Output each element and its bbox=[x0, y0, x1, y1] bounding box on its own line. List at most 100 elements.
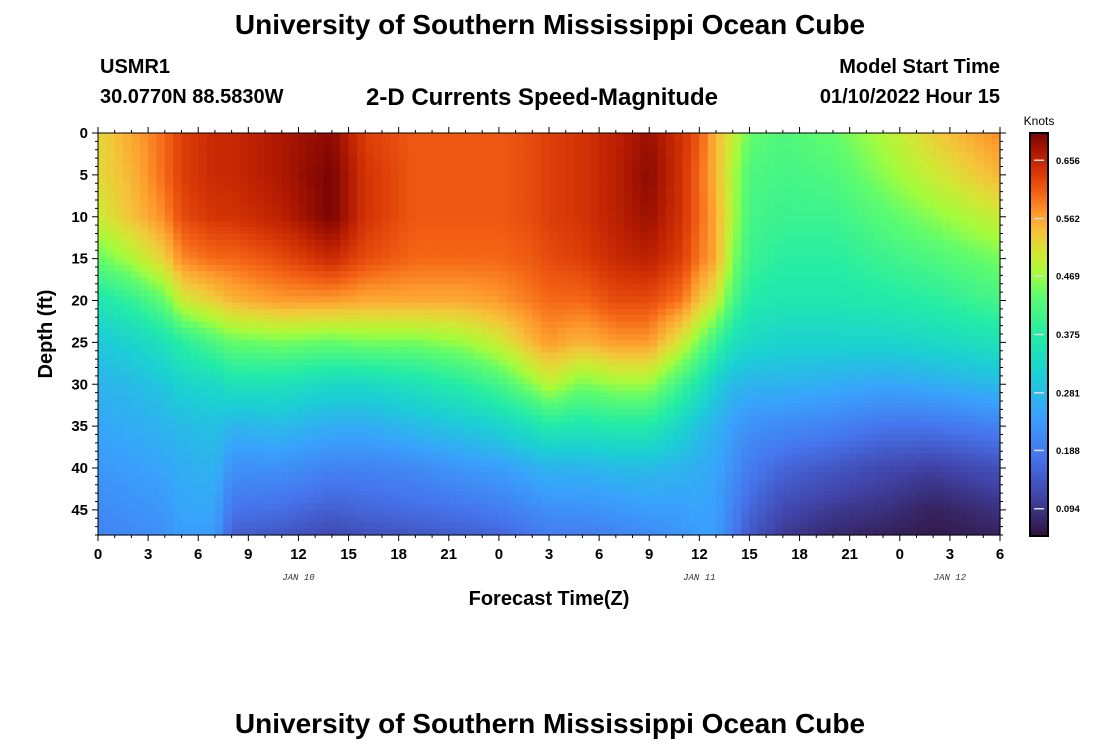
heatmap-cell bbox=[440, 176, 450, 184]
heatmap-cell bbox=[682, 133, 692, 140]
heatmap-cell bbox=[615, 296, 625, 304]
heatmap-cell bbox=[106, 202, 116, 209]
heatmap-cell bbox=[181, 252, 191, 260]
heatmap-cell bbox=[549, 346, 558, 354]
heatmap-cell bbox=[173, 384, 183, 392]
heatmap-cell bbox=[632, 346, 642, 354]
heatmap-cell bbox=[473, 528, 483, 536]
heatmap-cell bbox=[490, 359, 500, 367]
heatmap-cell bbox=[557, 145, 567, 153]
heatmap-cell bbox=[265, 258, 274, 266]
heatmap-cell bbox=[657, 447, 667, 454]
heatmap-cell bbox=[590, 359, 600, 367]
heatmap-cell bbox=[657, 434, 667, 442]
heatmap-cell bbox=[156, 283, 166, 291]
heatmap-cell bbox=[331, 365, 341, 373]
heatmap-cell bbox=[540, 327, 550, 335]
heatmap-cell bbox=[298, 346, 308, 354]
heatmap-cell bbox=[432, 377, 442, 385]
heatmap-cell bbox=[741, 290, 751, 297]
heatmap-cell bbox=[323, 390, 333, 398]
heatmap-cell bbox=[381, 239, 391, 247]
heatmap-cell bbox=[440, 321, 450, 329]
heatmap-cell bbox=[398, 183, 408, 191]
heatmap-cell bbox=[189, 315, 199, 323]
heatmap-cell bbox=[640, 246, 650, 253]
heatmap-cell bbox=[615, 208, 625, 216]
heatmap-cell bbox=[340, 403, 350, 410]
heatmap-cell bbox=[114, 271, 124, 279]
heatmap-cell bbox=[281, 371, 291, 379]
heatmap-cell bbox=[198, 176, 208, 184]
heatmap-cell bbox=[457, 421, 467, 429]
heatmap-cell bbox=[239, 151, 249, 159]
heatmap-cell bbox=[699, 491, 709, 498]
heatmap-cell bbox=[139, 227, 149, 235]
heatmap-cell bbox=[231, 170, 241, 178]
heatmap-cell bbox=[565, 252, 575, 260]
heatmap-cell bbox=[298, 340, 308, 348]
heatmap-cell bbox=[306, 195, 316, 203]
heatmap-cell bbox=[707, 352, 717, 360]
heatmap-cell bbox=[189, 359, 199, 367]
heatmap-cell bbox=[373, 139, 383, 147]
heatmap-cell bbox=[407, 271, 416, 279]
heatmap-cell bbox=[716, 503, 725, 511]
heatmap-cell bbox=[699, 158, 709, 166]
heatmap-cell bbox=[398, 340, 408, 348]
heatmap-cell bbox=[106, 415, 116, 423]
heatmap-cell bbox=[290, 271, 300, 279]
heatmap-cell bbox=[381, 409, 391, 417]
heatmap-cell bbox=[632, 447, 642, 454]
heatmap-cell bbox=[181, 434, 191, 442]
heatmap-cell bbox=[690, 371, 700, 379]
heatmap-cell bbox=[148, 302, 158, 310]
heatmap-cell bbox=[482, 290, 492, 297]
heatmap-cell bbox=[173, 390, 183, 398]
heatmap-cell bbox=[139, 283, 149, 291]
heatmap-cell bbox=[523, 447, 533, 454]
heatmap-cell bbox=[532, 302, 542, 310]
heatmap-cell bbox=[148, 472, 158, 480]
heatmap-cell bbox=[674, 321, 684, 329]
heatmap-cell bbox=[306, 208, 316, 216]
heatmap-cell bbox=[206, 321, 216, 329]
heatmap-cell bbox=[331, 277, 341, 285]
heatmap-cell bbox=[381, 214, 391, 222]
heatmap-cell bbox=[123, 158, 133, 166]
heatmap-cell bbox=[716, 346, 725, 354]
heatmap-cell bbox=[231, 503, 241, 511]
heatmap-cell bbox=[523, 503, 533, 511]
heatmap-cell bbox=[381, 145, 391, 153]
heatmap-cell bbox=[741, 208, 751, 216]
heatmap-cell bbox=[223, 189, 233, 197]
heatmap-cell bbox=[407, 327, 416, 335]
heatmap-cell bbox=[699, 528, 709, 536]
heatmap-cell bbox=[340, 478, 350, 486]
heatmap-cell bbox=[198, 264, 208, 272]
heatmap-cell bbox=[582, 365, 592, 373]
heatmap-cell bbox=[340, 371, 350, 379]
heatmap-cell bbox=[532, 491, 542, 498]
heatmap-cell bbox=[657, 327, 667, 335]
heatmap-cell bbox=[148, 522, 158, 530]
heatmap-cell bbox=[306, 145, 316, 153]
heatmap-cell bbox=[323, 277, 333, 285]
heatmap-cell bbox=[198, 459, 208, 467]
heatmap-cell bbox=[323, 428, 333, 436]
heatmap-cell bbox=[540, 195, 550, 203]
heatmap-cell bbox=[98, 271, 107, 279]
heatmap-cell bbox=[599, 334, 609, 341]
heatmap-cell bbox=[657, 365, 667, 373]
heatmap-cell bbox=[682, 365, 692, 373]
heatmap-cell bbox=[306, 133, 316, 140]
heatmap-cell bbox=[189, 346, 199, 354]
heatmap-cell bbox=[473, 390, 483, 398]
heatmap-cell bbox=[156, 151, 166, 159]
heatmap-cell bbox=[432, 327, 442, 335]
heatmap-cell bbox=[106, 183, 116, 191]
heatmap-cell bbox=[457, 208, 467, 216]
heatmap-cell bbox=[440, 183, 450, 191]
heatmap-cell bbox=[265, 497, 274, 505]
heatmap-cell bbox=[432, 340, 442, 348]
